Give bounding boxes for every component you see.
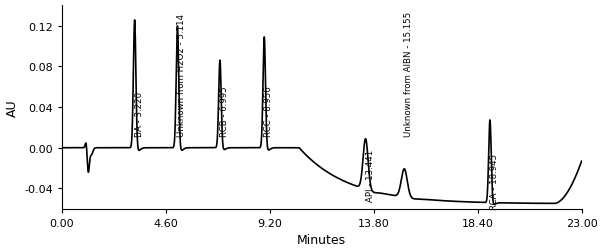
Text: Unknown from H2O2 - 5.114: Unknown from H2O2 - 5.114 [177,13,186,136]
Text: RCC - 8.956: RCC - 8.956 [264,85,273,136]
Text: API - 13.441: API - 13.441 [365,149,374,201]
Text: RCB - 6.995: RCB - 6.995 [220,85,229,136]
Text: Unknown from AIBN - 15.155: Unknown from AIBN - 15.155 [405,11,413,136]
X-axis label: Minutes: Minutes [297,234,346,246]
Y-axis label: AU: AU [5,99,19,116]
Text: BA - 3.220: BA - 3.220 [134,91,144,136]
Text: RCA - 18.945: RCA - 18.945 [490,153,499,209]
